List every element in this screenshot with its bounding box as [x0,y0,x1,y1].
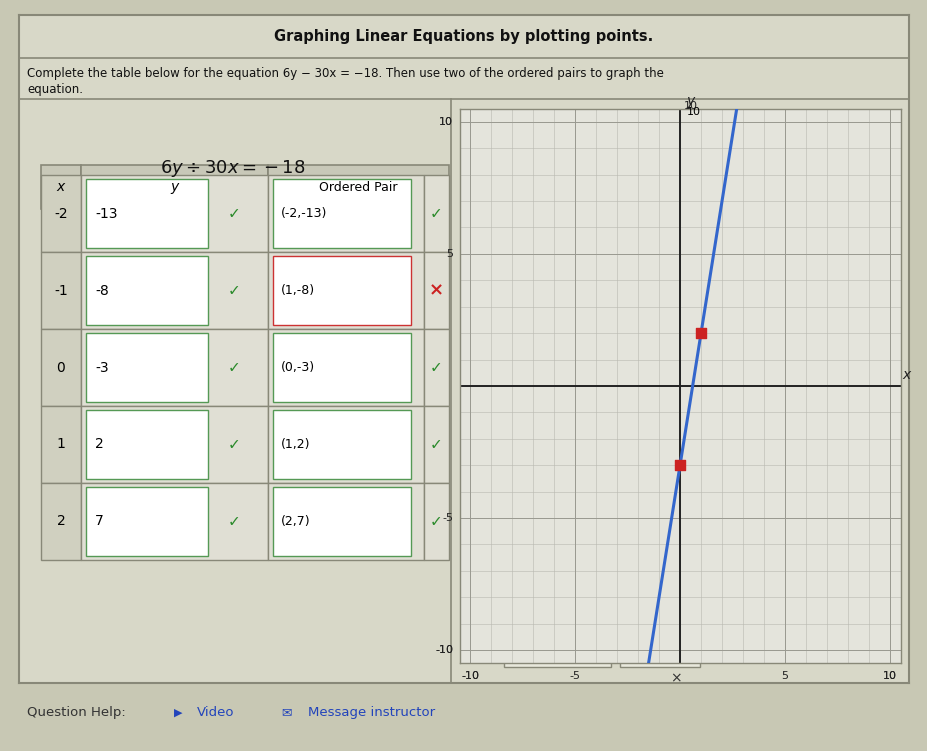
FancyBboxPatch shape [503,630,610,667]
Point [692,327,707,339]
FancyBboxPatch shape [86,256,208,325]
Text: ✓: ✓ [228,283,240,298]
FancyBboxPatch shape [41,252,81,329]
Text: -5: -5 [442,513,452,523]
Text: ✓: ✓ [228,514,240,529]
Text: 2: 2 [95,438,104,451]
FancyBboxPatch shape [41,329,81,406]
Text: 10: 10 [683,101,697,111]
FancyBboxPatch shape [19,15,908,59]
FancyBboxPatch shape [41,165,81,209]
Text: -10: -10 [435,645,452,655]
Text: -13: -13 [95,207,118,221]
Text: 10: 10 [438,117,452,127]
FancyBboxPatch shape [273,487,410,556]
Text: -10: -10 [461,671,478,681]
Text: ×: × [428,282,443,300]
Text: ×: × [669,671,680,685]
Text: 5: 5 [446,249,452,259]
Text: -1: -1 [54,284,68,297]
FancyBboxPatch shape [424,406,449,483]
FancyBboxPatch shape [41,483,81,559]
FancyBboxPatch shape [86,179,208,249]
Text: 10: 10 [438,117,452,127]
FancyBboxPatch shape [86,410,208,479]
Text: (1,2): (1,2) [280,438,310,451]
FancyBboxPatch shape [81,406,268,483]
FancyBboxPatch shape [81,329,268,406]
FancyBboxPatch shape [268,329,424,406]
Text: -3: -3 [95,360,108,375]
Text: (0,-3): (0,-3) [280,361,314,374]
FancyBboxPatch shape [86,333,208,402]
Text: 5: 5 [781,671,788,681]
Text: 2: 2 [57,514,65,528]
FancyBboxPatch shape [268,406,424,483]
Text: Complete the table below for the equation 6y − 30x = −18. Then use two of the or: Complete the table below for the equatio… [28,68,664,80]
Text: Message instructor: Message instructor [308,706,435,719]
Text: 1: 1 [57,438,65,451]
Text: ✓: ✓ [228,360,240,375]
FancyBboxPatch shape [424,176,449,252]
Text: 10: 10 [883,671,896,681]
Text: x: x [57,180,65,194]
Text: -2: -2 [54,207,68,221]
FancyBboxPatch shape [86,487,208,556]
FancyBboxPatch shape [424,483,449,559]
Text: -10: -10 [461,671,478,681]
Text: 0: 0 [57,360,65,375]
FancyBboxPatch shape [268,483,424,559]
FancyBboxPatch shape [268,165,449,209]
FancyBboxPatch shape [273,256,410,325]
FancyBboxPatch shape [273,410,410,479]
FancyBboxPatch shape [81,483,268,559]
Text: ✉: ✉ [281,706,292,719]
Text: -5: -5 [569,671,580,681]
Text: equation.: equation. [28,83,83,96]
Text: y: y [171,180,178,194]
Text: ✓: ✓ [429,207,442,222]
Text: ✓: ✓ [429,514,442,529]
Text: ✓: ✓ [429,437,442,452]
FancyBboxPatch shape [41,176,81,252]
Text: x: x [902,369,910,382]
Point [672,459,687,471]
Text: ✓: ✓ [228,207,240,222]
Text: (-2,-13): (-2,-13) [280,207,326,220]
Text: ▶: ▶ [174,707,183,717]
FancyBboxPatch shape [424,329,449,406]
FancyBboxPatch shape [81,165,268,209]
FancyBboxPatch shape [424,252,449,329]
Text: (2,7): (2,7) [280,515,310,528]
Text: Draw:: Draw: [624,642,659,655]
FancyBboxPatch shape [81,252,268,329]
FancyBboxPatch shape [268,252,424,329]
Text: (1,-8): (1,-8) [280,284,314,297]
FancyBboxPatch shape [273,179,410,249]
FancyBboxPatch shape [619,630,699,667]
Text: 10: 10 [883,671,896,681]
FancyBboxPatch shape [273,333,410,402]
Text: Graphing Linear Equations by plotting points.: Graphing Linear Equations by plotting po… [274,29,653,44]
Text: -10: -10 [435,645,452,655]
Text: -8: -8 [95,284,108,297]
Text: Question Help:: Question Help: [28,706,126,719]
Text: 10: 10 [686,107,700,116]
FancyBboxPatch shape [81,176,268,252]
FancyBboxPatch shape [268,176,424,252]
Text: Video: Video [197,706,234,719]
Text: y: y [686,94,694,107]
Text: 7: 7 [95,514,104,528]
Text: ✓: ✓ [429,360,442,375]
Text: Ordered Pair: Ordered Pair [319,181,398,194]
Text: $6y \div 30x = -18$: $6y \div 30x = -18$ [159,158,305,179]
Text: Clear All: Clear All [532,642,582,655]
Text: ✓: ✓ [228,437,240,452]
FancyBboxPatch shape [41,406,81,483]
